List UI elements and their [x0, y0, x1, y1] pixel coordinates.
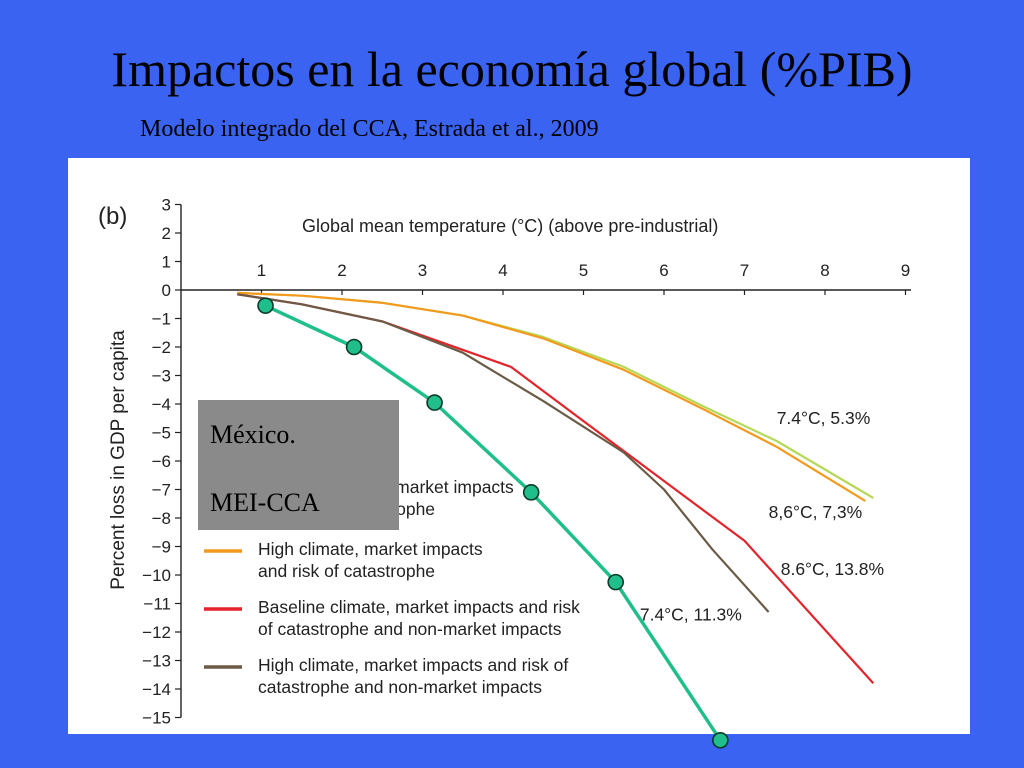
series-line — [237, 291, 866, 502]
y-tick-label: −10 — [142, 566, 171, 585]
y-tick-label: 0 — [162, 281, 171, 300]
x-tick-label: 2 — [337, 261, 346, 280]
x-tick-label: 8 — [820, 261, 829, 280]
legend-label-line1: High climate, market impacts — [258, 539, 483, 559]
y-tick-label: −14 — [142, 680, 171, 699]
x-tick-label: 7 — [740, 261, 749, 280]
legend-label-line1: High climate, market impacts and risk of — [258, 655, 568, 675]
y-tick-label: −15 — [142, 709, 171, 728]
mexico-series-point — [257, 297, 274, 314]
y-tick-label: 1 — [162, 253, 171, 272]
legend-label-line2: of catastrophe and non-market impacts — [258, 619, 562, 639]
end-value-annotation: 8,6°C, 7,3% — [769, 502, 863, 522]
mexico-series-layer — [257, 297, 729, 749]
y-tick-label: −3 — [152, 367, 171, 386]
x-tick-label: 4 — [498, 261, 507, 280]
y-axis-title: Percent loss in GDP per capita — [108, 330, 129, 590]
end-value-annotation: 8.6°C, 13.8% — [781, 559, 884, 579]
y-tick-label: −7 — [152, 481, 171, 500]
mexico-series-point — [607, 573, 625, 591]
mexico-series-line — [264, 304, 722, 742]
y-tick-label: −8 — [152, 509, 171, 528]
y-tick-label: −4 — [152, 395, 171, 414]
mexico-box-background — [198, 400, 399, 530]
end-value-annotation: 7.4°C, 11.3% — [640, 605, 742, 625]
y-tick-label: −2 — [152, 338, 171, 357]
mexico-series-point — [712, 731, 729, 749]
legend-label-line1: Baseline climate, market impacts and ris… — [258, 597, 580, 617]
series-line — [237, 293, 770, 613]
series-layer — [237, 291, 875, 685]
x-tick-label: 5 — [579, 261, 588, 280]
x-tick-label: 9 — [901, 261, 910, 280]
axes: 1 2 3 4 5 6 7 8 9 3 2 1 0 −1 −2 −3 −4 −5 −6 −7 −8 −9 −10 −11 −12… — [142, 196, 911, 728]
end-value-annotation: 7.4°C, 5.3% — [777, 408, 871, 428]
x-tick-label: 1 — [257, 261, 266, 280]
mexico-box-line2: MEI-CCA — [210, 488, 320, 517]
slide-subtitle: Modelo integrado del CCA, Estrada et al.… — [140, 116, 599, 142]
panel-label: (b) — [98, 203, 127, 230]
y-tick-label: −11 — [143, 595, 171, 614]
y-tick-label: 2 — [162, 224, 171, 243]
y-tick-label: −9 — [152, 538, 171, 557]
x-tick-label: 3 — [418, 261, 427, 280]
mexico-series-point — [345, 338, 363, 356]
y-tick-label: −13 — [142, 652, 171, 671]
slide-title: Impactos en la economía global (%PIB) — [111, 41, 913, 97]
y-tick-label: −12 — [142, 623, 171, 642]
x-axis-title: Global mean temperature (°C) (above pre-… — [302, 216, 718, 236]
mexico-series-point — [522, 484, 540, 501]
legend-label-line2: catastrophe and non-market impacts — [258, 677, 542, 697]
x-tick-label: 6 — [659, 261, 668, 280]
annotation-layer: 7.4°C, 5.3% 8,6°C, 7,3% 8.6°C, 13.8% 7.4°C,… — [640, 408, 884, 625]
y-tick-label: 3 — [162, 196, 171, 215]
mexico-box-line1: México. — [210, 420, 296, 449]
mexico-label-box: México. MEI-CCA — [198, 400, 399, 530]
legend-label-line2: and risk of catastrophe — [258, 561, 435, 581]
y-tick-label: −6 — [152, 452, 171, 471]
y-tick-label: −1 — [152, 310, 171, 329]
mexico-series-point — [426, 394, 443, 411]
y-tick-label: −5 — [152, 424, 171, 443]
